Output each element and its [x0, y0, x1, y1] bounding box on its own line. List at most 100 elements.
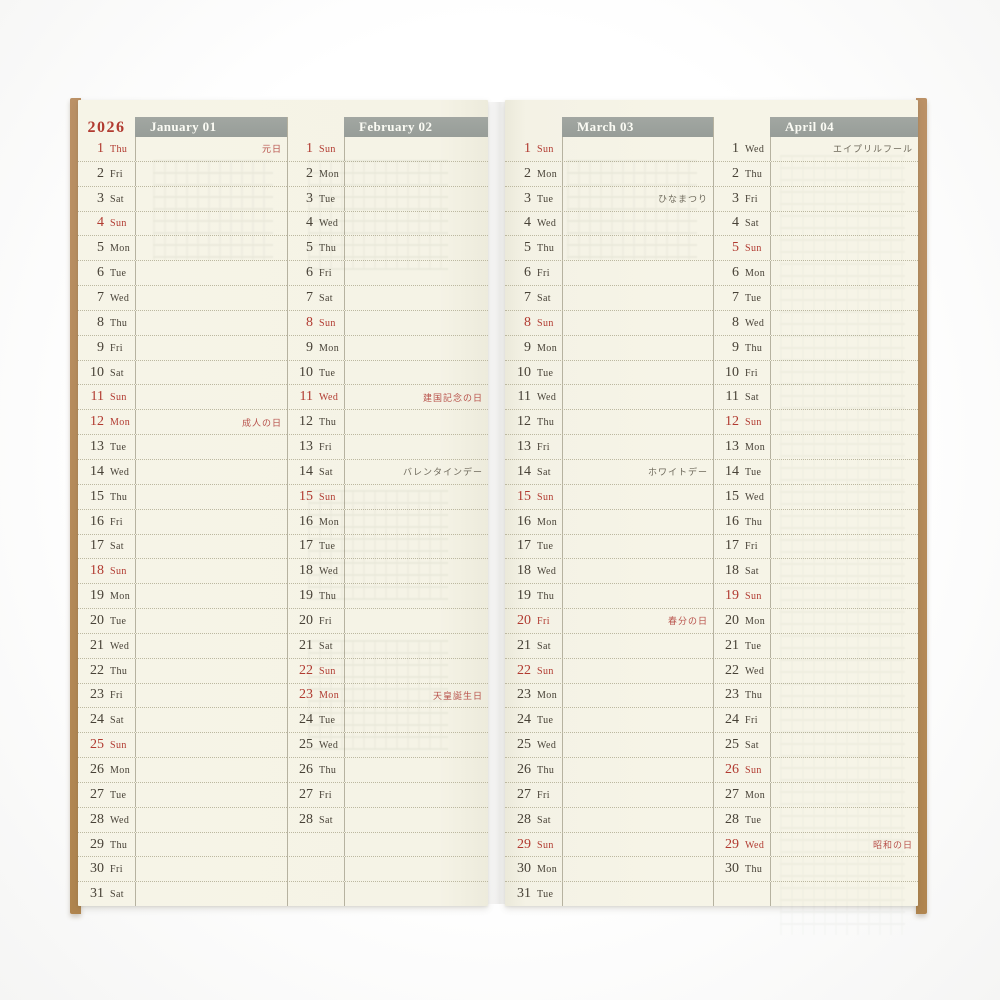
- day-label: 4 Wed: [505, 212, 562, 236]
- day-number: 2: [97, 165, 104, 181]
- day-note-area: [135, 360, 287, 385]
- kraft-cover-edge-right: [916, 98, 927, 914]
- weekday-abbrev: Sun: [745, 243, 762, 255]
- day-number: 1: [732, 140, 739, 156]
- day-note-area: [562, 534, 713, 559]
- day-label: 7 Wed: [78, 286, 135, 310]
- day-note-area: [135, 435, 287, 459]
- day-note-area: [770, 559, 918, 584]
- day-label: 23 Fri: [78, 684, 135, 708]
- day-note-area: [770, 335, 918, 360]
- day-number: 27: [517, 786, 531, 802]
- day-label: 6 Fri: [287, 261, 344, 285]
- day-note-area: 成人の日: [135, 410, 287, 435]
- day-number: 2: [524, 165, 531, 181]
- day-note-area: [770, 584, 918, 609]
- weekday-abbrev: Mon: [110, 591, 131, 603]
- day-label: 1 Sun: [287, 137, 344, 161]
- day-note-area: [135, 708, 287, 733]
- day-row-jan-10: 10 Sat: [78, 360, 287, 386]
- day-number: 23: [299, 687, 313, 703]
- weekday-abbrev: Mon: [110, 243, 131, 255]
- day-label: 7 Sat: [505, 286, 562, 310]
- day-number: 20: [299, 612, 313, 628]
- weekday-abbrev: Sun: [745, 417, 762, 429]
- day-row-jan-24: 24 Sat: [78, 708, 287, 734]
- day-label: 25 Wed: [287, 733, 344, 757]
- weekday-abbrev: Thu: [319, 591, 337, 603]
- day-number: 6: [306, 265, 313, 281]
- day-label: 3 Fri: [713, 187, 770, 211]
- day-number: 17: [725, 538, 739, 554]
- day-note-area: [135, 186, 287, 211]
- day-note-area: [562, 310, 713, 335]
- day-row-jan-26: 26 Mon: [78, 758, 287, 783]
- day-note-area: [344, 633, 488, 658]
- day-note-area: [562, 509, 713, 534]
- day-label: 13 Fri: [505, 435, 562, 459]
- day-note-area: [135, 584, 287, 609]
- day-note-area: [344, 410, 488, 435]
- day-number: 23: [90, 687, 104, 703]
- day-number: 31: [90, 886, 104, 902]
- day-row-feb-18: 18 Wed: [287, 559, 488, 585]
- weekday-abbrev: Sun: [537, 143, 554, 155]
- day-row-feb-19: 19 Thu: [287, 584, 488, 610]
- day-number: 6: [524, 265, 531, 281]
- day-note-area: [770, 509, 918, 534]
- day-row-apr-23: 23 Thu: [713, 683, 918, 709]
- day-label: 21 Sat: [505, 634, 562, 658]
- day-label: 20 Fri: [287, 609, 344, 633]
- day-note-area: [770, 534, 918, 559]
- weekday-abbrev: Fri: [110, 516, 123, 528]
- day-row-jan-9: 9 Fri: [78, 335, 287, 361]
- day-note-area: [562, 360, 713, 385]
- day-row-jan-8: 8 Thu: [78, 310, 287, 336]
- weekday-abbrev: Thu: [319, 417, 337, 429]
- day-note-area: [770, 658, 918, 683]
- day-number: 28: [299, 811, 313, 827]
- day-note-area: [135, 261, 287, 286]
- day-label: 13 Mon: [713, 435, 770, 459]
- day-number: 30: [90, 861, 104, 877]
- day-label: [713, 882, 770, 906]
- day-row-jan-2: 2 Fri: [78, 161, 287, 187]
- weekday-abbrev: Sun: [110, 740, 127, 752]
- day-row-mar-11: 11 Wed: [505, 385, 713, 411]
- day-label: 5 Thu: [505, 236, 562, 260]
- day-label: 9 Mon: [505, 336, 562, 360]
- day-row-jan-22: 22 Thu: [78, 658, 287, 684]
- day-note-area: [562, 683, 713, 708]
- weekday-abbrev: Sun: [110, 566, 127, 578]
- day-note-area: [344, 832, 488, 857]
- day-number: 14: [299, 463, 313, 479]
- weekday-abbrev: Mon: [319, 516, 340, 528]
- day-note-area: [135, 807, 287, 832]
- day-number: 23: [725, 687, 739, 703]
- month-days: 1 Sun 2 Mon 3 Tue ひなまつり 4 Wed 5 Thu 6 Fri 7 Sat 8 Sun 9 Mo…: [505, 137, 713, 907]
- day-number: 27: [90, 786, 104, 802]
- weekday-abbrev: Mon: [537, 690, 558, 702]
- day-number: 17: [517, 538, 531, 554]
- day-label: 23 Thu: [713, 684, 770, 708]
- day-note-area: [562, 335, 713, 360]
- day-row-feb-21: 21 Sat: [287, 633, 488, 659]
- weekday-abbrev: Mon: [745, 268, 766, 280]
- day-note-area: [770, 459, 918, 484]
- day-note-area: [562, 882, 713, 907]
- day-note-area: [135, 335, 287, 360]
- day-number: 12: [725, 414, 739, 430]
- day-number: 25: [90, 737, 104, 753]
- day-note-area: [135, 534, 287, 559]
- day-label: 18 Sat: [713, 559, 770, 583]
- day-number: 21: [725, 637, 739, 653]
- day-number: 9: [306, 339, 313, 355]
- day-number: 15: [90, 488, 104, 504]
- day-note-area: [770, 882, 918, 907]
- day-note-area: [562, 782, 713, 807]
- day-number: 3: [732, 190, 739, 206]
- month-title-banner: April 04: [770, 117, 918, 137]
- day-number: 2: [732, 165, 739, 181]
- day-number: 3: [97, 190, 104, 206]
- weekday-abbrev: Tue: [319, 193, 336, 205]
